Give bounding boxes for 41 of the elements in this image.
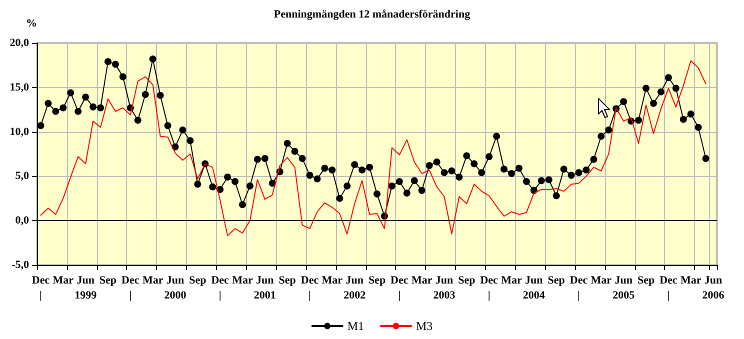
x-tick-label: Sep [189,274,206,286]
x-tick-label: Sep [99,274,117,286]
x-tick-label: Jun 2006 [702,274,725,302]
x-tick-label: Jun 2003 [433,274,456,302]
x-tick-label: Jun 2001 [254,274,276,302]
x-tick-label: Dec | [660,274,678,302]
x-tick-label: Dec | [480,274,498,302]
x-tick-label: Sep [548,274,565,286]
x-tick-label: Mar [590,274,612,286]
x-tick-label: Mar [501,274,522,286]
x-tick-label: Dec | [32,274,50,302]
x-tick-label: Jun 2005 [612,274,636,302]
x-tick-label: Dec | [122,274,140,302]
x-tick-label: Jun 2002 [344,274,366,302]
x-tick-label: Jun 2004 [522,274,546,302]
chart-title: Penningmängden 12 månadersförändring [274,8,471,20]
x-tick-label: Mar [52,274,74,286]
x-tick-label: Sep [278,274,296,286]
x-tick-label: Sep [368,274,386,286]
x-tick-label: Sep [458,274,476,286]
x-tick-label: Dec | [300,274,319,302]
x-tick-label: Dec | [211,274,230,302]
y-tick-label: -5,0 [12,259,30,271]
x-tick-label: Mar [232,274,253,286]
x-tick-label: Mar [411,274,432,286]
y-axis-title: % [26,18,37,30]
x-tick-label: Sep [637,274,655,286]
x-tick-label: Dec | [570,274,588,302]
x-tick-label: Mar [142,274,164,286]
x-tick-label: Jun 1999 [74,274,98,302]
y-tick-label: 20,0 [10,37,30,49]
x-tick-label: Dec | [390,274,408,302]
x-tick-label: Mar [680,274,702,286]
y-tick-label: 0,0 [15,214,30,227]
legend-label: M1 [347,319,364,333]
legend-label: M3 [416,319,433,333]
x-tick-label: Jun 2000 [164,274,187,302]
y-tick-label: 10,0 [10,126,30,138]
x-tick-label: Mar [322,274,343,286]
y-tick-label: 5,0 [15,170,30,182]
y-tick-label: 15,0 [10,81,30,94]
